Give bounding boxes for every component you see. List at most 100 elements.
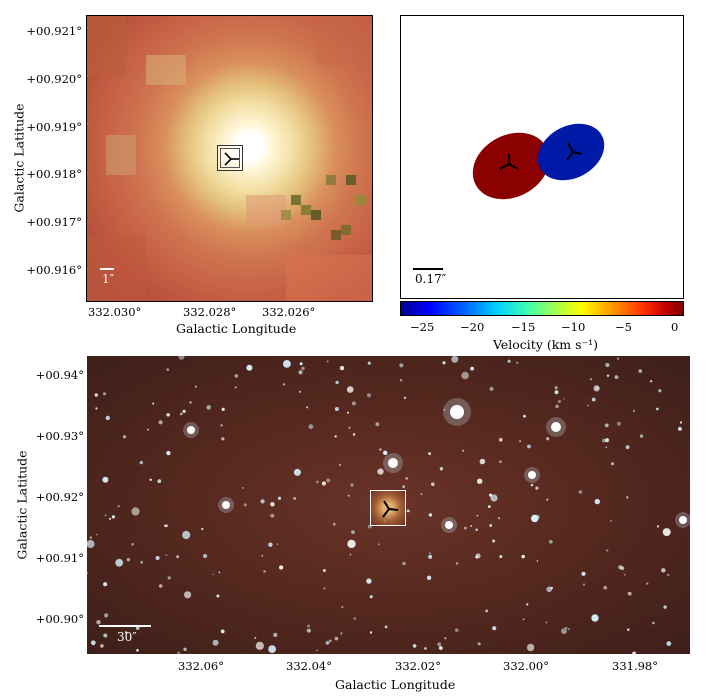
panel-c: 30″ +00.94° +00.93° +00.92° +00.91° +00.… xyxy=(0,345,706,698)
star xyxy=(518,440,522,443)
panel-a-x-title: Galactic Longitude xyxy=(176,321,297,336)
star xyxy=(567,628,570,631)
star xyxy=(650,380,653,383)
star xyxy=(403,396,407,400)
star xyxy=(406,509,410,513)
star xyxy=(426,575,432,580)
star xyxy=(165,524,168,528)
star xyxy=(349,553,352,556)
star xyxy=(346,386,354,393)
star xyxy=(140,560,144,564)
star xyxy=(268,645,276,653)
star xyxy=(105,415,110,421)
blue-component-marker-icon xyxy=(566,142,583,161)
star xyxy=(178,355,185,360)
star xyxy=(299,362,303,366)
bright-star xyxy=(222,501,230,509)
star xyxy=(455,562,459,565)
star xyxy=(348,426,351,429)
star xyxy=(234,386,237,389)
panel-c-frame xyxy=(86,355,691,655)
star xyxy=(616,357,620,360)
star xyxy=(86,539,95,549)
star xyxy=(605,362,610,368)
star xyxy=(412,644,417,648)
star xyxy=(620,566,625,570)
star xyxy=(203,553,208,559)
star xyxy=(322,569,326,572)
star xyxy=(104,613,109,618)
star xyxy=(351,401,356,406)
star xyxy=(194,385,197,388)
star xyxy=(498,517,500,520)
star xyxy=(335,380,339,385)
star xyxy=(242,487,244,489)
star xyxy=(604,438,610,443)
colorbar-tick: −10 xyxy=(561,320,586,334)
star xyxy=(216,594,220,598)
star xyxy=(527,444,531,449)
panel-a-scale-bar xyxy=(100,268,114,270)
panel-a-y-tick: +00.918° xyxy=(26,167,82,181)
star xyxy=(603,585,607,590)
star xyxy=(122,435,127,439)
star xyxy=(282,383,286,386)
panel-b-scale-label: 0.17″ xyxy=(415,272,447,286)
star xyxy=(325,641,330,645)
colorbar-tick: −25 xyxy=(410,320,435,334)
star xyxy=(646,582,649,585)
star xyxy=(487,505,491,508)
star xyxy=(218,571,221,574)
star xyxy=(334,636,339,641)
star xyxy=(321,481,326,486)
star xyxy=(338,463,341,466)
star xyxy=(212,573,215,576)
star xyxy=(555,404,559,409)
star xyxy=(444,637,447,640)
source-marker-icon xyxy=(224,152,239,166)
star xyxy=(328,639,332,643)
star xyxy=(428,554,433,559)
star xyxy=(656,525,660,528)
star xyxy=(526,603,529,606)
panel-c-y-tick: +00.92° xyxy=(35,490,84,504)
star xyxy=(550,586,553,590)
star xyxy=(131,507,140,516)
star xyxy=(561,628,567,635)
star xyxy=(103,582,108,587)
star xyxy=(298,370,303,375)
star xyxy=(606,374,610,377)
star xyxy=(104,514,107,517)
star xyxy=(152,402,155,405)
star xyxy=(557,399,561,404)
star xyxy=(462,449,465,452)
panel-c-scale-label: 30″ xyxy=(117,630,137,644)
velocity-colorbar xyxy=(400,301,684,316)
panel-a-x-tick: 332.030° xyxy=(88,305,142,319)
star xyxy=(260,499,265,504)
star xyxy=(268,542,273,547)
star xyxy=(490,494,498,502)
star xyxy=(157,479,162,484)
star xyxy=(221,437,225,441)
star xyxy=(323,587,326,590)
star xyxy=(126,558,131,562)
star xyxy=(117,505,120,508)
bright-star xyxy=(187,426,195,434)
star xyxy=(182,530,191,540)
star xyxy=(666,641,672,646)
panel-a-x-tick: 332.026° xyxy=(262,305,316,319)
star xyxy=(278,496,281,500)
star xyxy=(499,460,502,463)
panel-c-y-tick: +00.94° xyxy=(35,368,84,382)
star xyxy=(498,437,503,442)
panel-c-y-tick: +00.93° xyxy=(35,429,84,443)
star xyxy=(656,407,659,411)
panel-a-y-title: Galactic Latitude xyxy=(11,103,27,213)
star xyxy=(334,407,339,411)
star xyxy=(582,583,586,586)
panel-a-frame xyxy=(86,15,373,302)
star xyxy=(293,497,297,500)
star xyxy=(485,609,488,613)
star xyxy=(476,514,479,517)
